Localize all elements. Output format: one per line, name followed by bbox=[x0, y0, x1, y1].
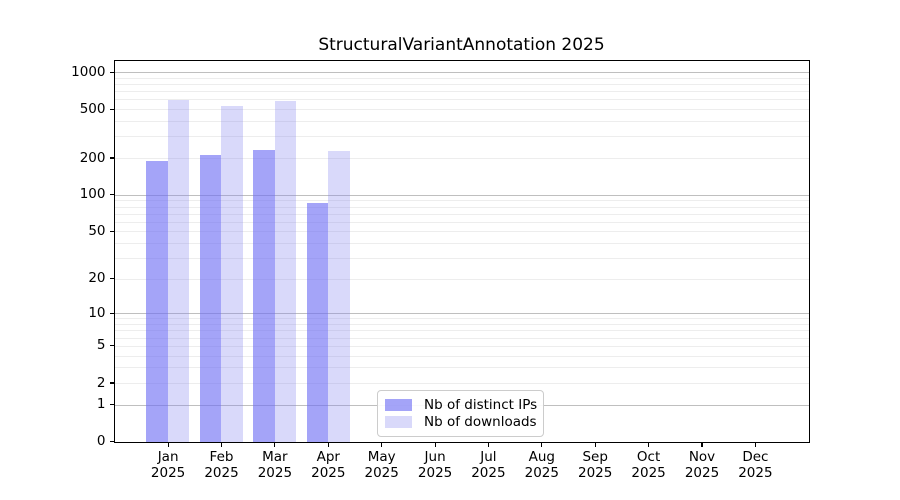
y-tick bbox=[109, 404, 114, 406]
plot-area bbox=[113, 60, 810, 443]
x-tick-label: Apr 2025 bbox=[311, 449, 346, 481]
legend: Nb of distinct IPs Nb of downloads bbox=[377, 390, 544, 437]
x-tick-label: May 2025 bbox=[364, 449, 399, 481]
y-tick bbox=[109, 108, 114, 110]
gridline-minor bbox=[114, 324, 809, 325]
gridline-major bbox=[114, 313, 809, 315]
gridline-minor bbox=[114, 91, 809, 92]
bar-distinct-ips bbox=[306, 203, 329, 442]
x-tick bbox=[434, 443, 436, 447]
gridline-minor bbox=[114, 221, 809, 223]
gridline-minor bbox=[114, 206, 809, 208]
chart-title: StructuralVariantAnnotation 2025 bbox=[318, 35, 605, 55]
legend-label-downloads: Nb of downloads bbox=[424, 414, 537, 430]
x-tick-label: Jul 2025 bbox=[471, 449, 506, 481]
x-tick bbox=[541, 443, 543, 447]
x-tick bbox=[701, 443, 703, 447]
gridline-minor bbox=[114, 77, 809, 79]
gridline-major bbox=[114, 194, 809, 196]
gridline-minor bbox=[114, 278, 809, 280]
y-tick bbox=[109, 278, 114, 280]
gridline-minor bbox=[114, 136, 809, 138]
gridline-minor bbox=[114, 231, 809, 233]
x-tick bbox=[220, 443, 223, 447]
y-tick-label: 200 bbox=[79, 149, 106, 166]
y-tick bbox=[109, 382, 114, 384]
x-tick bbox=[594, 443, 596, 447]
gridline-minor bbox=[114, 330, 809, 332]
legend-label-distinct-ips: Nb of distinct IPs bbox=[424, 397, 538, 413]
bar-downloads bbox=[274, 100, 297, 442]
y-tick-label: 2 bbox=[96, 374, 106, 391]
gridline-minor bbox=[114, 83, 809, 85]
legend-swatch-downloads bbox=[385, 416, 412, 428]
y-tick-label: 500 bbox=[79, 100, 106, 117]
y-tick-label: 20 bbox=[88, 270, 106, 287]
x-tick-label: Sep 2025 bbox=[578, 449, 613, 481]
bar-distinct-ips bbox=[199, 154, 222, 442]
y-tick bbox=[109, 230, 114, 232]
gridline-minor bbox=[114, 367, 809, 369]
legend-item-distinct-ips: Nb of distinct IPs bbox=[385, 397, 538, 413]
x-tick bbox=[487, 443, 489, 447]
y-tick-label: 5 bbox=[96, 337, 106, 354]
gridline-minor bbox=[114, 345, 809, 347]
gridline-major bbox=[114, 71, 809, 73]
y-tick bbox=[109, 345, 114, 347]
x-tick-label: Aug 2025 bbox=[524, 449, 559, 481]
x-tick-label: Jan 2025 bbox=[150, 449, 186, 481]
gridline-minor bbox=[114, 109, 809, 110]
gridline-minor bbox=[114, 99, 809, 101]
bar-downloads bbox=[328, 150, 350, 442]
gridline-minor bbox=[114, 213, 809, 215]
x-tick bbox=[754, 443, 756, 447]
x-tick bbox=[648, 443, 650, 447]
x-tick-label: Mar 2025 bbox=[257, 449, 293, 481]
x-tick bbox=[381, 443, 383, 447]
x-tick bbox=[167, 443, 169, 447]
y-tick-label: 50 bbox=[88, 222, 106, 239]
gridline-minor bbox=[114, 242, 809, 244]
y-tick bbox=[109, 194, 114, 196]
bar-downloads bbox=[221, 105, 243, 442]
bar-distinct-ips bbox=[146, 160, 168, 442]
y-tick-label: 10 bbox=[88, 305, 106, 321]
y-tick bbox=[109, 71, 114, 73]
x-tick-label: Jun 2025 bbox=[417, 449, 453, 481]
legend-swatch-distinct-ips bbox=[385, 399, 412, 411]
gridline-minor bbox=[114, 355, 809, 357]
gridline-minor bbox=[114, 318, 809, 320]
y-tick bbox=[109, 312, 114, 315]
y-tick-label: 1 bbox=[96, 396, 106, 413]
x-tick-label: Oct 2025 bbox=[631, 449, 666, 481]
x-tick bbox=[274, 443, 276, 447]
bar-downloads bbox=[167, 100, 190, 442]
legend-item-downloads: Nb of downloads bbox=[385, 414, 537, 430]
y-tick-label: 1000 bbox=[71, 63, 106, 80]
y-tick-label: 100 bbox=[79, 186, 106, 203]
bar-distinct-ips bbox=[253, 150, 275, 442]
gridline-minor bbox=[114, 157, 809, 159]
x-tick-label: Dec 2025 bbox=[738, 449, 773, 481]
y-tick-label: 0 bbox=[96, 433, 106, 450]
x-tick-label: Feb 2025 bbox=[204, 449, 239, 481]
y-tick bbox=[109, 441, 114, 443]
y-tick bbox=[109, 157, 114, 159]
gridline-minor bbox=[114, 337, 809, 339]
gridline-minor bbox=[114, 382, 809, 384]
x-tick-label: Nov 2025 bbox=[684, 449, 720, 481]
x-tick bbox=[327, 443, 329, 447]
gridline-minor bbox=[114, 120, 809, 122]
gridline-minor bbox=[114, 200, 809, 202]
gridline-minor bbox=[114, 257, 809, 259]
